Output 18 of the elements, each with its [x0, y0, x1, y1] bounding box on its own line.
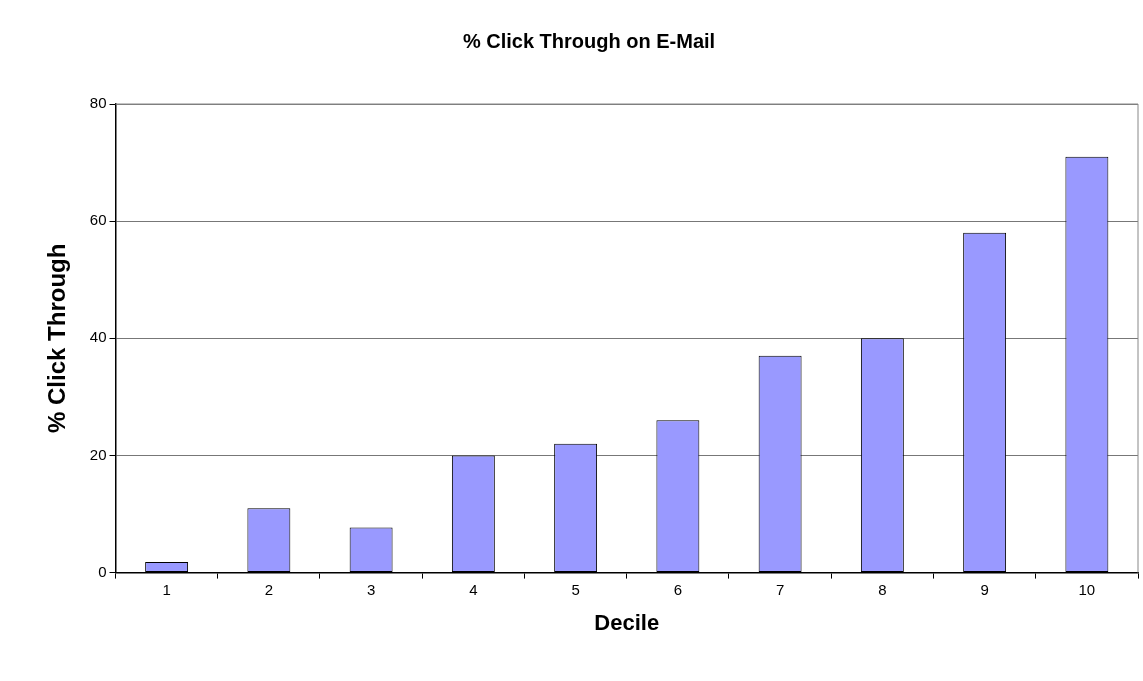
y-tick-label: 40 — [89, 328, 107, 346]
y-tick-label: 60 — [89, 211, 107, 229]
x-tick-label: 2 — [264, 580, 274, 598]
x-tick-label: 1 — [162, 580, 171, 598]
x-tick-label: 6 — [673, 580, 683, 598]
x-tick-label: 9 — [980, 580, 989, 598]
x-axis-title: Decile — [594, 609, 660, 635]
x-tick-label: 3 — [366, 580, 376, 598]
y-tick-label: 0 — [98, 562, 107, 580]
chart-title: % Click Through on E-Mail — [462, 29, 716, 52]
x-tick-label: 7 — [775, 580, 785, 598]
x-tick-label: 8 — [878, 580, 887, 598]
y-tick-label: 80 — [89, 94, 107, 112]
y-tick-label: 20 — [89, 445, 107, 463]
x-tick-label: 10 — [1078, 580, 1096, 598]
x-tick-label: 5 — [571, 580, 580, 598]
x-tick-label: 4 — [469, 580, 478, 598]
y-axis-title: % Click Through — [43, 243, 71, 433]
